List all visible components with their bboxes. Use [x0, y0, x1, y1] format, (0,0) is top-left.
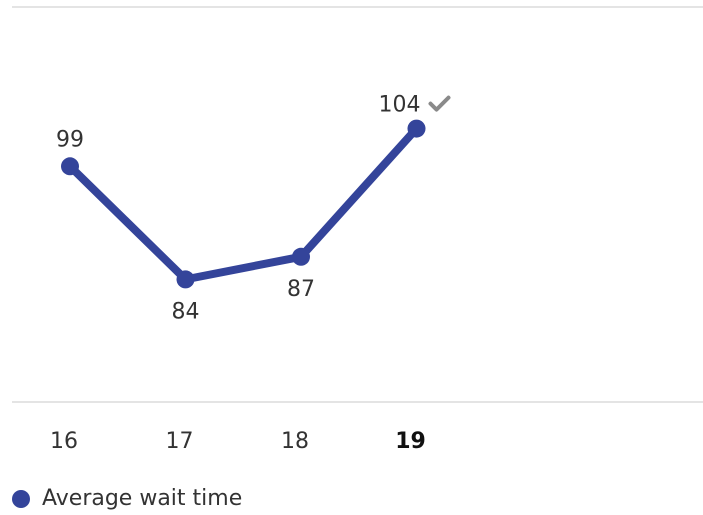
- x-tick-label-17: 17: [166, 429, 194, 454]
- x-tick-label-19: 19: [395, 429, 426, 454]
- x-tick-label-18: 18: [281, 429, 309, 454]
- data-point-19: [407, 119, 426, 138]
- legend-label: Average wait time: [42, 486, 243, 511]
- x-tick-labels: 16 17 18 19: [50, 429, 426, 454]
- data-label-17: 84: [172, 299, 200, 324]
- data-label-18: 87: [287, 277, 315, 302]
- x-tick-label-16: 16: [50, 429, 78, 454]
- legend: Average wait time: [12, 486, 242, 511]
- data-label-16: 99: [56, 127, 84, 152]
- legend-swatch: [12, 489, 30, 508]
- data-point-17: [176, 270, 195, 289]
- series-layer: [61, 119, 426, 289]
- checkmark-icon: [428, 95, 451, 112]
- data-label-19: 104: [379, 93, 421, 118]
- data-point-18: [292, 247, 310, 266]
- series-line: [66, 124, 421, 284]
- data-point-16: [61, 157, 79, 176]
- labels-layer: 99 84 87 104: [56, 93, 451, 324]
